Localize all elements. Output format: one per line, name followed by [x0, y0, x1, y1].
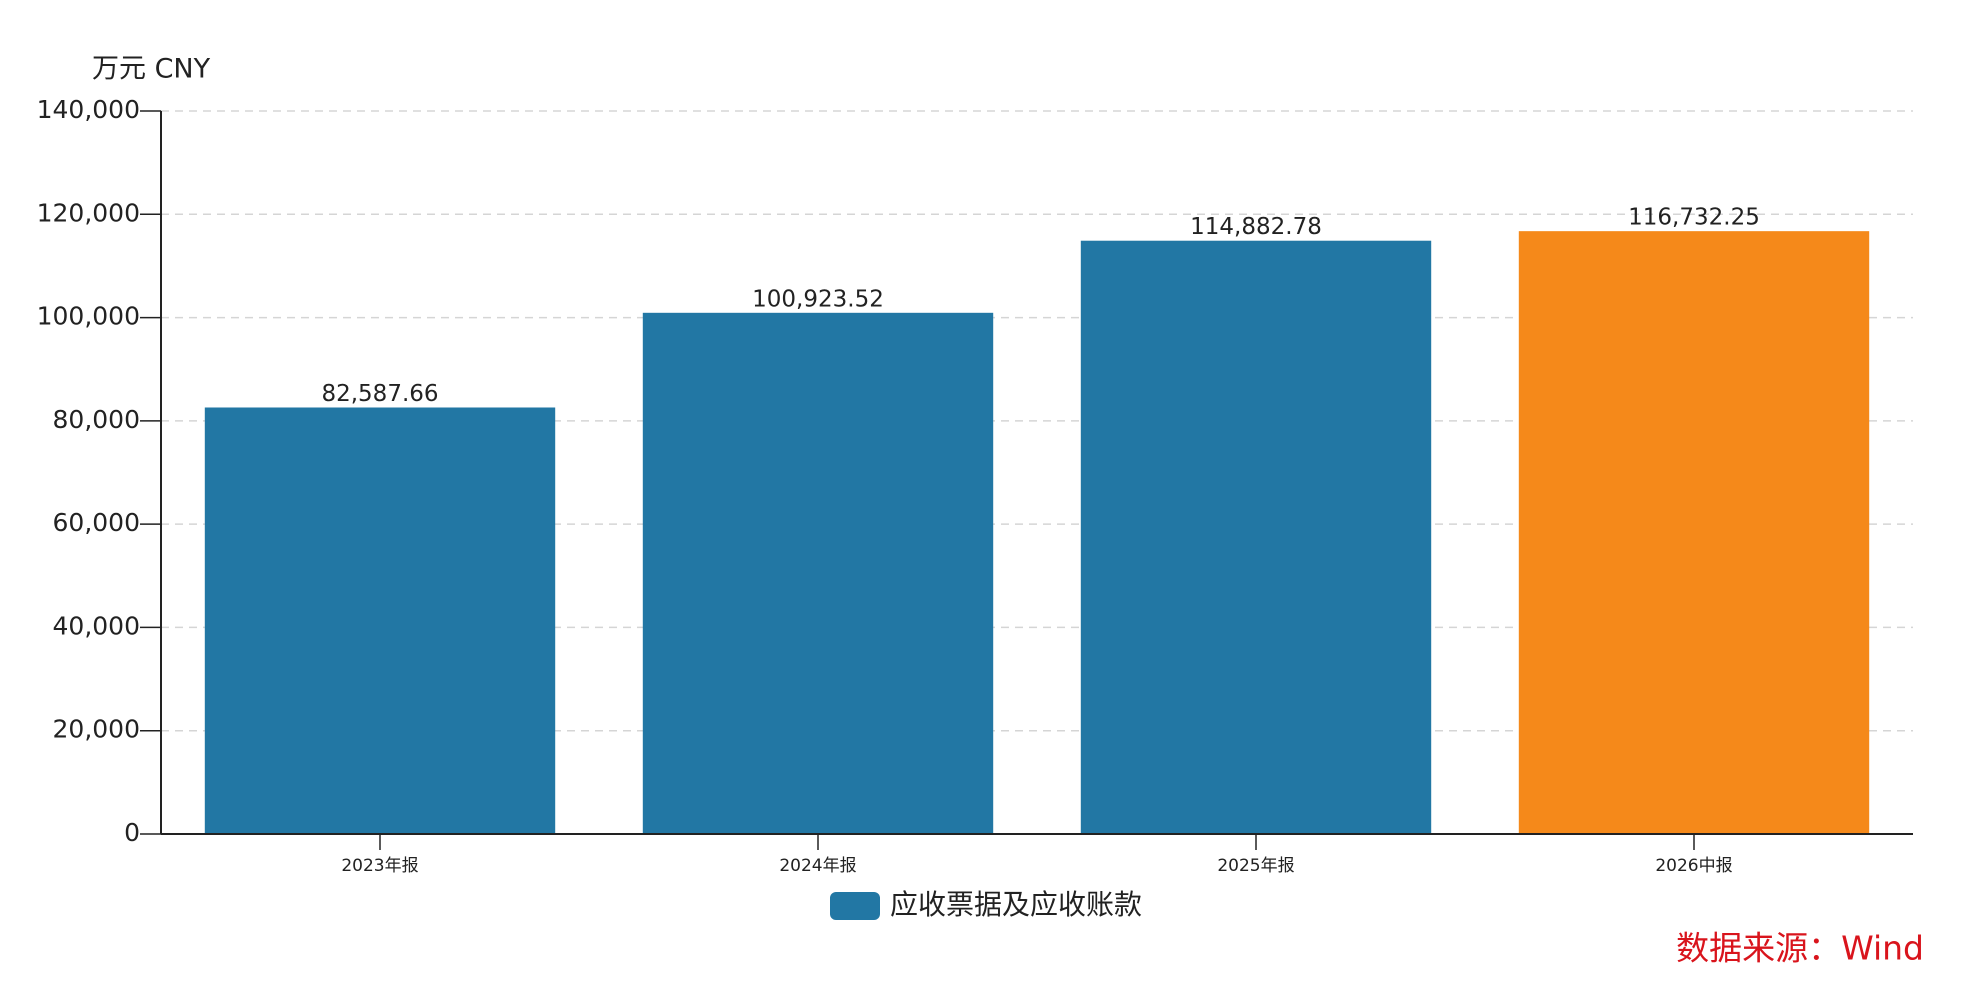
x-tick-label: 2026中报 [1655, 856, 1732, 876]
y-tick-label: 140,000 [37, 95, 140, 124]
y-tick-label: 80,000 [53, 405, 140, 434]
y-tick-label: 60,000 [53, 508, 140, 537]
x-tick-label: 2025年报 [1217, 856, 1294, 876]
y-tick-label: 20,000 [53, 715, 140, 744]
bar [1518, 231, 1870, 834]
y-tick-label: 100,000 [37, 302, 140, 331]
y-tick-label: 120,000 [37, 198, 140, 227]
value-label: 82,587.66 [321, 381, 438, 407]
value-label: 100,923.52 [752, 286, 884, 312]
y-tick-label: 40,000 [53, 611, 140, 640]
x-tick-label: 2024年报 [779, 856, 856, 876]
value-label: 116,732.25 [1628, 205, 1760, 231]
legend-swatch [830, 892, 880, 920]
value-label: 114,882.78 [1190, 214, 1322, 240]
x-tick-label: 2023年报 [341, 856, 418, 876]
bar [642, 312, 994, 834]
unit-label: 万元 CNY [92, 54, 211, 85]
bar [204, 407, 556, 834]
source: 数据来源：Wind [1676, 929, 1924, 968]
bar [1080, 240, 1432, 834]
legend-label: 应收票据及应收账款 [890, 888, 1142, 921]
y-tick-label: 0 [124, 818, 140, 847]
